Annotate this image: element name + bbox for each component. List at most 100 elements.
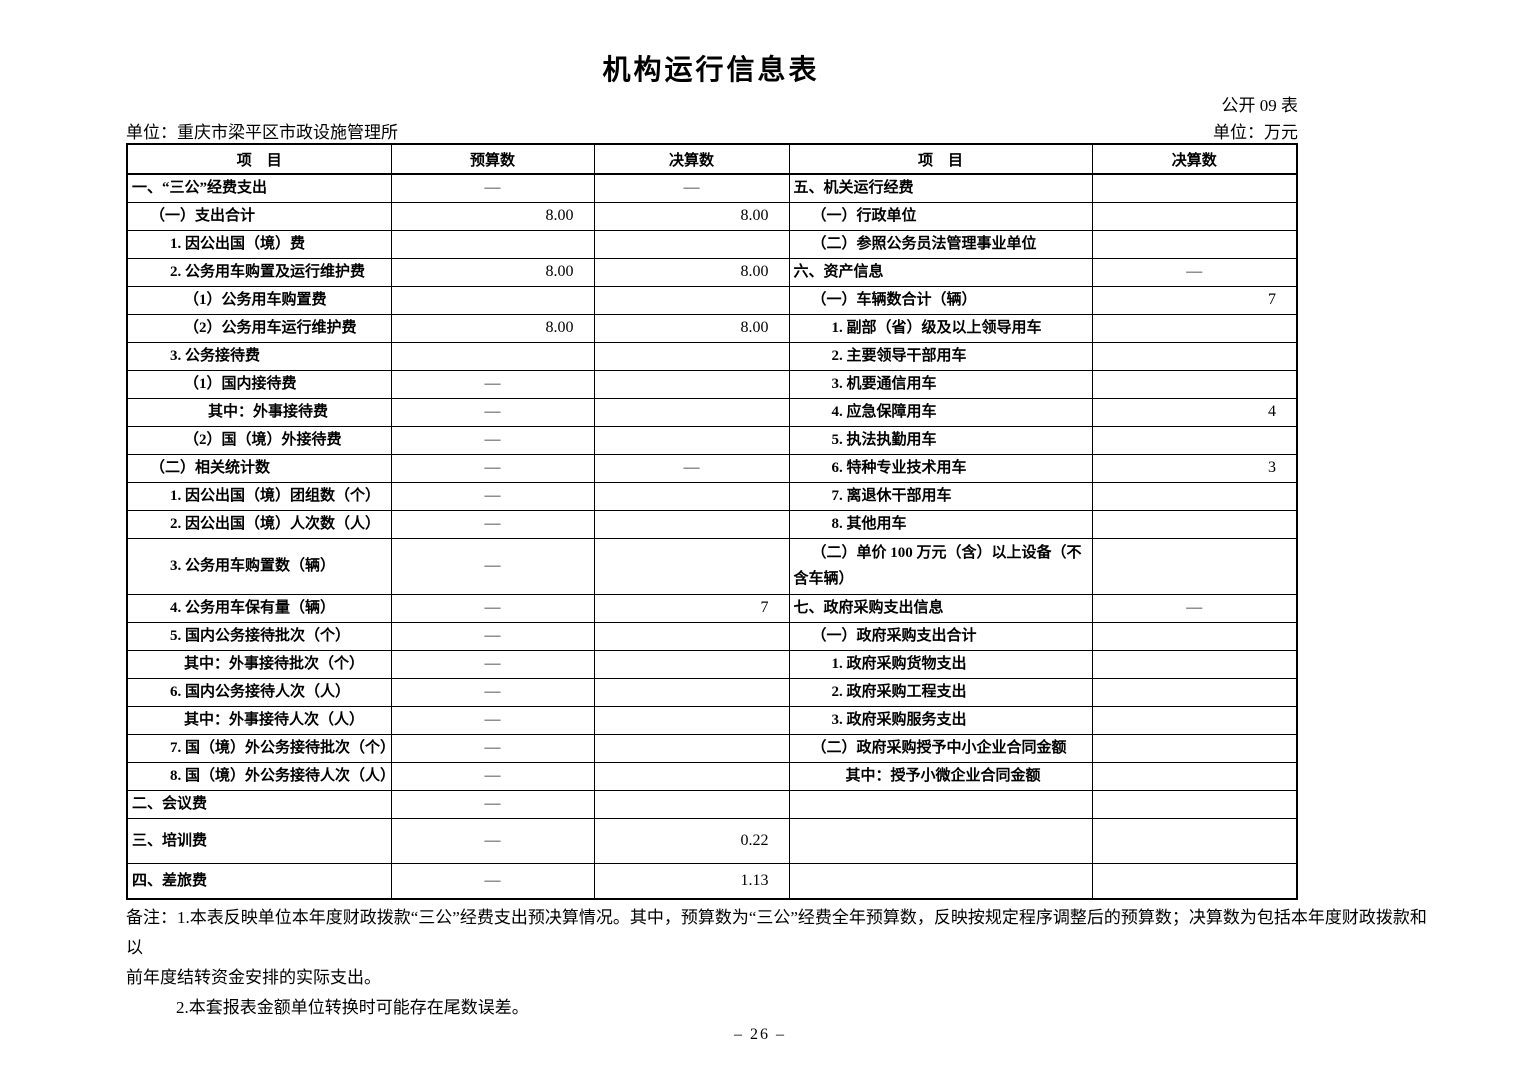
final-value-right: [1091, 649, 1298, 679]
budget-value: —: [390, 677, 595, 707]
table-row: 2. 因公出国（境）人次数（人） — 8. 其他用车: [126, 509, 1298, 539]
budget-value: —: [390, 397, 595, 427]
final-value-left: [593, 677, 790, 707]
table-row: 其中：外事接待费 — 4. 应急保障用车 4: [126, 397, 1298, 427]
final-value-left: [593, 397, 790, 427]
item-label-right: （一）车辆数合计（辆）: [788, 285, 1093, 315]
unit-currency: 单位：万元: [1213, 123, 1298, 142]
item-label-right: （二）政府采购授予中小企业合同金额: [788, 733, 1093, 763]
table-row: 3. 公务用车购置数（辆） — （二）单价 100 万元（含）以上设备（不含车辆）: [126, 537, 1298, 595]
item-label-right: 7. 离退休干部用车: [788, 481, 1093, 511]
item-label-right: 3. 政府采购服务支出: [788, 705, 1093, 735]
item-label-right: [788, 862, 1093, 900]
final-value-left: [593, 509, 790, 539]
item-label-left: （一）支出合计: [126, 201, 392, 231]
item-label-right: （二）参照公务员法管理事业单位: [788, 229, 1093, 259]
item-label-right: （一）政府采购支出合计: [788, 621, 1093, 651]
final-value-left: [593, 341, 790, 371]
final-value-left: [593, 649, 790, 679]
item-label-left: 8. 国（境）外公务接待人次（人）: [126, 761, 395, 791]
item-label-right: 5. 执法执勤用车: [788, 425, 1093, 455]
column-header-budget: 预算数: [390, 143, 595, 175]
final-value-right: [1091, 733, 1298, 763]
item-label-left: （2）公务用车运行维护费: [126, 313, 392, 343]
budget-value: —: [390, 509, 595, 539]
footnote-line: 备注：1.本表反映单位本年度财政拨款“三公”经费支出预决算情况。其中，预算数为“…: [126, 908, 1427, 957]
final-value-left: [593, 705, 790, 735]
final-value-right: 4: [1091, 397, 1298, 427]
item-label-left: 4. 公务用车保有量（辆）: [126, 593, 392, 623]
final-value-right: [1091, 481, 1298, 511]
final-value-left: 8.00: [593, 313, 790, 343]
budget-value: —: [390, 817, 595, 864]
budget-value: [390, 229, 595, 259]
item-label-right: 4. 应急保障用车: [788, 397, 1093, 427]
table-row: 三、培训费 —0.22: [126, 817, 1298, 864]
budget-value: —: [390, 369, 595, 399]
item-label-left: 2. 公务用车购置及运行维护费: [126, 257, 392, 287]
final-value-left: [593, 761, 790, 791]
budget-value: [390, 341, 595, 371]
item-label-left: 其中：外事接待人次（人）: [126, 705, 392, 735]
budget-value: [390, 285, 595, 315]
table-row: 二、会议费 —: [126, 789, 1298, 819]
column-header-final-right: 决算数: [1091, 143, 1298, 175]
item-label-right: （一）行政单位: [788, 201, 1093, 231]
final-value-right: [1091, 817, 1298, 864]
page-title: 机构运行信息表: [602, 55, 820, 86]
item-label-right: （二）单价 100 万元（含）以上设备（不含车辆）: [788, 537, 1093, 595]
item-label-left: 5. 国内公务接待批次（个）: [126, 621, 392, 651]
final-value-right: [1091, 621, 1298, 651]
table-row: 3. 公务接待费 2. 主要领导干部用车: [126, 341, 1298, 371]
table-row: 2. 公务用车购置及运行维护费 8.00 8.00 六、资产信息 —: [126, 257, 1298, 287]
budget-value: —: [390, 649, 595, 679]
footnotes: 备注：1.本表反映单位本年度财政拨款“三公”经费支出预决算情况。其中，预算数为“…: [126, 903, 1438, 1023]
page-number: – 26 –: [734, 1026, 786, 1043]
final-value-right: —: [1091, 593, 1298, 623]
item-label-left: （2）国（境）外接待费: [126, 425, 392, 455]
item-label-right: 七、政府采购支出信息: [788, 593, 1093, 623]
table-row: 8. 国（境）外公务接待人次（人） — 其中：授予小微企业合同金额: [126, 761, 1298, 791]
final-value-left: [593, 621, 790, 651]
budget-value: —: [390, 425, 595, 455]
final-value-right: [1091, 369, 1298, 399]
final-value-right: [1091, 173, 1298, 203]
budget-value: —: [390, 593, 595, 623]
table-row: 4. 公务用车保有量（辆） —7 七、政府采购支出信息 —: [126, 593, 1298, 623]
final-value-left: 0.22: [593, 817, 790, 864]
table-code: 公开 09 表: [1221, 96, 1299, 115]
table-header-row: 项 目 预算数 决算数 项 目 决算数: [126, 143, 1298, 175]
final-value-right: [1091, 425, 1298, 455]
item-label-left: 1. 因公出国（境）团组数（个）: [126, 481, 392, 511]
item-label-right: 1. 副部（省）级及以上领导用车: [788, 313, 1093, 343]
budget-value: —: [390, 481, 595, 511]
final-value-right: 3: [1091, 453, 1298, 483]
final-value-right: [1091, 537, 1298, 595]
final-value-right: 7: [1091, 285, 1298, 315]
final-value-left: [593, 481, 790, 511]
item-label-right: 1. 政府采购货物支出: [788, 649, 1093, 679]
table-row: 5. 国内公务接待批次（个） — （一）政府采购支出合计: [126, 621, 1298, 651]
final-value-left: [593, 229, 790, 259]
table-row: 7. 国（境）外公务接待批次（个） — （二）政府采购授予中小企业合同金额: [126, 733, 1298, 763]
budget-value: —: [390, 453, 595, 483]
final-value-left: —: [593, 453, 790, 483]
final-value-right: [1091, 705, 1298, 735]
budget-value: —: [390, 789, 595, 819]
table-row: 其中：外事接待批次（个） — 1. 政府采购货物支出: [126, 649, 1298, 679]
item-label-left: 1. 因公出国（境）费: [126, 229, 392, 259]
item-label-left: （二）相关统计数: [126, 453, 392, 483]
item-label-right: 8. 其他用车: [788, 509, 1093, 539]
final-value-left: [593, 733, 790, 763]
budget-value: —: [390, 733, 595, 763]
table-row: 1. 因公出国（境）团组数（个） — 7. 离退休干部用车: [126, 481, 1298, 511]
item-label-right: 6. 特种专业技术用车: [788, 453, 1093, 483]
column-header-final-left: 决算数: [593, 143, 790, 175]
final-value-right: [1091, 789, 1298, 819]
final-value-left: [593, 789, 790, 819]
column-header-item-left: 项 目: [126, 143, 392, 175]
item-label-right: 2. 政府采购工程支出: [788, 677, 1093, 707]
final-value-left: 7: [593, 593, 790, 623]
final-value-right: [1091, 862, 1298, 900]
